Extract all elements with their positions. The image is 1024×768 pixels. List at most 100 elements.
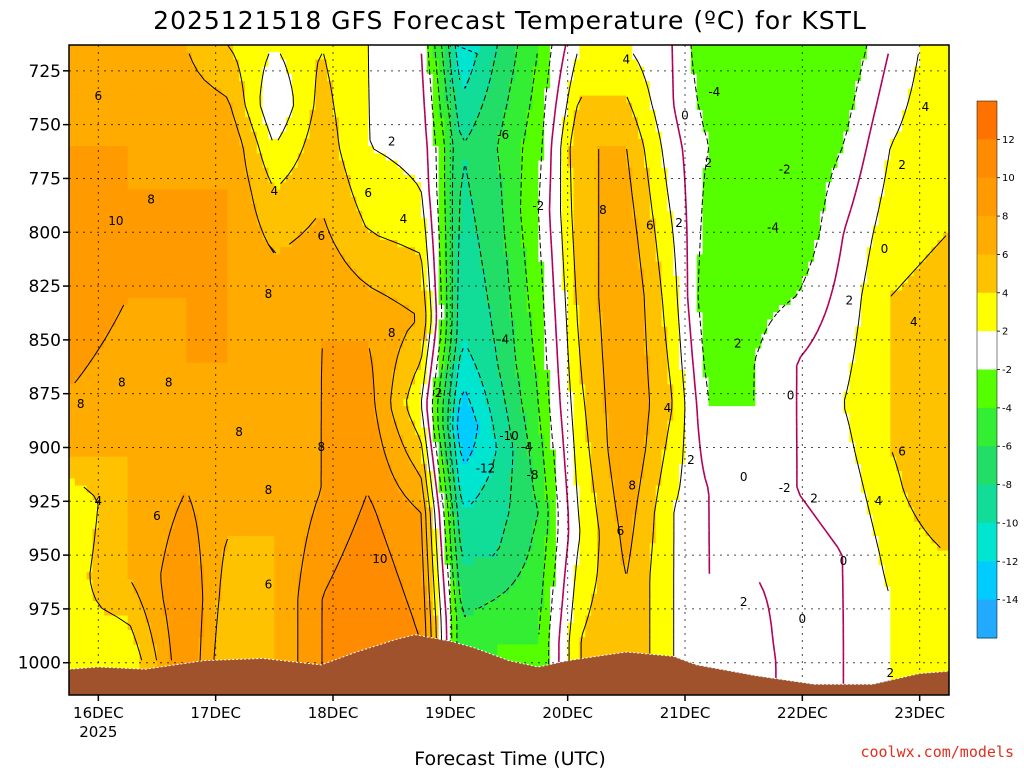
field-cell: [86, 167, 94, 176]
field-cell: [203, 492, 211, 501]
field-cell: [115, 333, 123, 342]
field-cell: [174, 456, 182, 465]
field-cell: [221, 348, 228, 357]
field-cell: [333, 413, 340, 422]
field-cell: [327, 384, 334, 393]
field-cell: [80, 305, 88, 313]
field-cell: [74, 232, 82, 241]
field-cell: [315, 117, 322, 126]
field-cell: [379, 355, 387, 364]
field-cell: [262, 572, 270, 581]
field-cell: [297, 384, 305, 393]
field-cell: [350, 579, 358, 588]
field-cell: [69, 131, 76, 140]
field-cell: [286, 218, 293, 227]
field-cell: [69, 507, 76, 516]
field-cell: [80, 283, 88, 292]
field-cell: [374, 254, 381, 263]
field-cell: [274, 572, 281, 581]
field-cell: [168, 601, 176, 609]
field-cell: [168, 45, 176, 53]
field-cell: [297, 427, 305, 436]
field-cell: [280, 528, 287, 537]
field-cell: [121, 355, 129, 364]
field-cell: [280, 557, 287, 566]
field-cell: [368, 110, 375, 118]
field-cell: [250, 644, 258, 653]
field-cell: [209, 384, 217, 393]
field-cell: [356, 579, 363, 588]
field-cell: [368, 514, 375, 523]
field-cell: [127, 261, 135, 270]
field-cell: [356, 507, 363, 516]
field-cell: [203, 81, 211, 89]
field-cell: [151, 398, 158, 407]
field-cell: [69, 124, 76, 133]
field-cell: [86, 536, 94, 544]
field-cell: [92, 297, 99, 306]
field-cell: [256, 59, 264, 68]
field-cell: [74, 110, 82, 118]
field-cell: [86, 406, 94, 414]
field-cell: [262, 73, 270, 82]
field-cell: [145, 182, 152, 191]
field-cell: [286, 196, 293, 205]
field-cell: [192, 398, 199, 407]
field-cell: [227, 579, 234, 588]
field-cell: [80, 449, 88, 458]
field-cell: [374, 507, 381, 516]
field-cell: [127, 102, 135, 111]
field-cell: [233, 492, 240, 501]
field-cell: [233, 218, 240, 227]
field-cell: [333, 283, 340, 292]
field-cell: [321, 124, 328, 133]
field-cell: [379, 485, 387, 494]
field-cell: [180, 630, 187, 638]
field-cell: [268, 247, 275, 256]
field-cell: [245, 203, 252, 212]
field-cell: [127, 348, 135, 357]
field-cell: [250, 196, 258, 205]
field-cell: [250, 586, 258, 595]
field-cell: [151, 557, 158, 566]
field-cell: [303, 196, 311, 205]
field-cell: [115, 167, 123, 176]
field-cell: [80, 391, 88, 400]
field-cell: [391, 240, 399, 248]
field-cell: [104, 182, 111, 191]
field-cell: [344, 95, 352, 104]
field-cell: [233, 478, 240, 487]
field-cell: [198, 384, 205, 393]
field-cell: [162, 471, 170, 479]
field-cell: [180, 637, 187, 646]
field-cell: [227, 211, 234, 219]
field-cell: [239, 131, 246, 140]
field-cell: [245, 124, 252, 133]
field-cell: [350, 276, 358, 284]
field-cell: [344, 52, 352, 61]
field-cell: [168, 536, 176, 544]
field-cell: [245, 521, 252, 530]
field-cell: [291, 66, 299, 75]
field-cell: [286, 102, 293, 111]
field-cell: [86, 601, 94, 609]
field-cell: [209, 59, 217, 68]
field-cell: [192, 651, 199, 660]
field-cell: [139, 102, 146, 111]
field-cell: [291, 391, 299, 400]
field-cell: [379, 420, 387, 429]
field-cell: [115, 102, 123, 111]
field-cell: [98, 608, 105, 617]
field-cell: [291, 471, 299, 479]
field-cell: [115, 203, 123, 212]
field-cell: [127, 601, 135, 609]
field-cell: [274, 398, 281, 407]
field-cell: [186, 637, 193, 646]
field-cell: [151, 312, 158, 321]
field-cell: [80, 81, 88, 89]
field-cell: [186, 449, 193, 458]
field-cell: [127, 593, 135, 602]
field-cell: [145, 160, 152, 169]
field-cell: [192, 240, 199, 248]
field-cell: [180, 218, 187, 227]
